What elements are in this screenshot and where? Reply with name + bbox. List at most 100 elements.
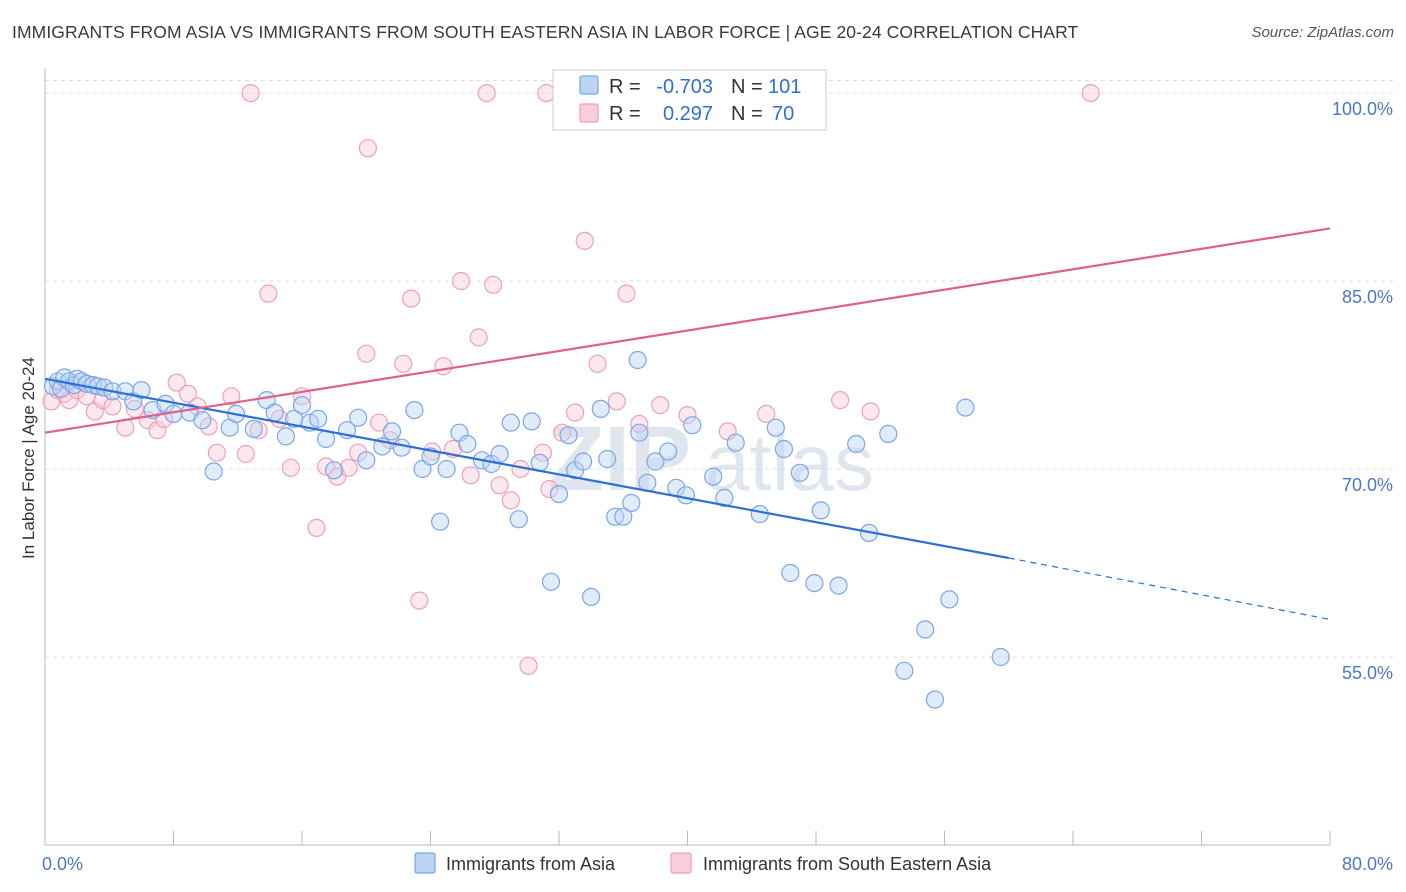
data-point [236,444,255,464]
data-point [757,404,776,423]
data-point [148,421,167,440]
data-point [265,403,284,422]
data-point [541,572,561,591]
legend-n-label-sea: N = [731,103,763,125]
series-asia [43,350,1010,709]
data-point [683,416,702,435]
data-point [477,83,496,103]
legend-r-value-asia: -0.703 [656,76,713,98]
data-point [458,434,477,454]
trend-line-south-eastern-asia [44,227,1331,434]
watermark-atlas: atlas [705,418,874,507]
x-tick-label-min: 0.0% [42,854,83,874]
data-point [581,587,601,607]
data-point [676,486,696,505]
data-point [434,357,453,376]
data-point [339,458,358,477]
chart-title: IMMIGRANTS FROM ASIA VS IMMIGRANTS FROM … [12,22,1079,42]
data-point [573,452,593,471]
data-point [895,661,914,680]
series-south-eastern-asia [42,83,1100,675]
data-point [431,512,450,531]
data-point [991,647,1010,667]
data-point [774,439,794,459]
data-point [925,690,945,709]
legend-swatch-asia [579,75,599,95]
legend-n-label-asia: N = [731,76,763,98]
x-tick-label-max: 80.0% [1342,854,1393,874]
data-point [559,426,578,445]
data-point [309,409,328,428]
data-point [501,413,520,432]
data-point [402,289,421,308]
data-point [349,408,368,427]
data-point [437,459,456,479]
data-point [307,518,326,538]
data-point [956,398,975,417]
data-point [178,384,198,403]
data-point [607,392,626,411]
data-point [392,438,411,457]
source-credit: Source: ZipAtlas.com [1251,24,1394,41]
y-tick-label: 100.0% [1332,99,1393,119]
data-point [628,350,647,370]
data-point [861,402,880,421]
legend-n-value-sea: 70 [772,103,794,125]
data-point [805,573,824,593]
data-point [193,411,212,430]
bottom-legend-swatch-asia [414,852,436,874]
data-point [715,488,734,507]
data-point [940,590,959,609]
data-point [167,373,186,392]
data-point [469,328,488,347]
data-point [617,284,636,303]
data-point [533,443,553,462]
data-point [591,399,610,418]
data-point [790,463,810,482]
data-point [588,354,607,373]
data-point [847,434,866,454]
trend-lines [44,227,1331,621]
legend-r-value-sea: 0.297 [663,103,713,125]
data-point [276,427,295,446]
data-point [358,139,377,158]
data-point [244,419,263,438]
data-point [509,510,528,529]
data-point [537,83,556,103]
watermark: ZIP atlas [548,408,874,510]
legend-swatch-south-eastern-asia [579,103,599,123]
data-point [132,381,151,400]
trend-line-asia [44,377,1009,560]
data-point [879,424,898,443]
data-point [781,563,800,583]
data-point [259,284,278,303]
y-tick-labels: 55.0% 70.0% 85.0% 100.0% [1332,99,1393,683]
data-point [204,462,223,481]
data-point [370,413,389,432]
data-point [357,451,376,470]
legend-n-value-asia: 101 [768,76,801,98]
data-point [622,493,641,512]
data-point [750,504,769,524]
data-point [405,401,424,420]
data-point [501,491,520,510]
data-point [916,620,935,639]
data-point [630,423,649,442]
data-point [394,354,413,373]
data-point [651,396,670,415]
data-point [549,485,569,504]
data-point [519,656,538,675]
correlation-legend: R = -0.703 N = 101 R = 0.297 N = 70 [552,69,827,131]
data-point [357,344,376,363]
gridlines [45,80,1394,658]
y-axis-label: In Labor Force | Age 20-24 [19,357,38,559]
data-point [325,461,344,480]
data-point [222,387,241,406]
data-point [451,271,471,291]
data-point [704,467,723,486]
data-point [766,418,785,437]
data-point [461,466,480,485]
data-point [678,406,697,425]
data-point [382,422,402,441]
data-point [490,444,509,464]
